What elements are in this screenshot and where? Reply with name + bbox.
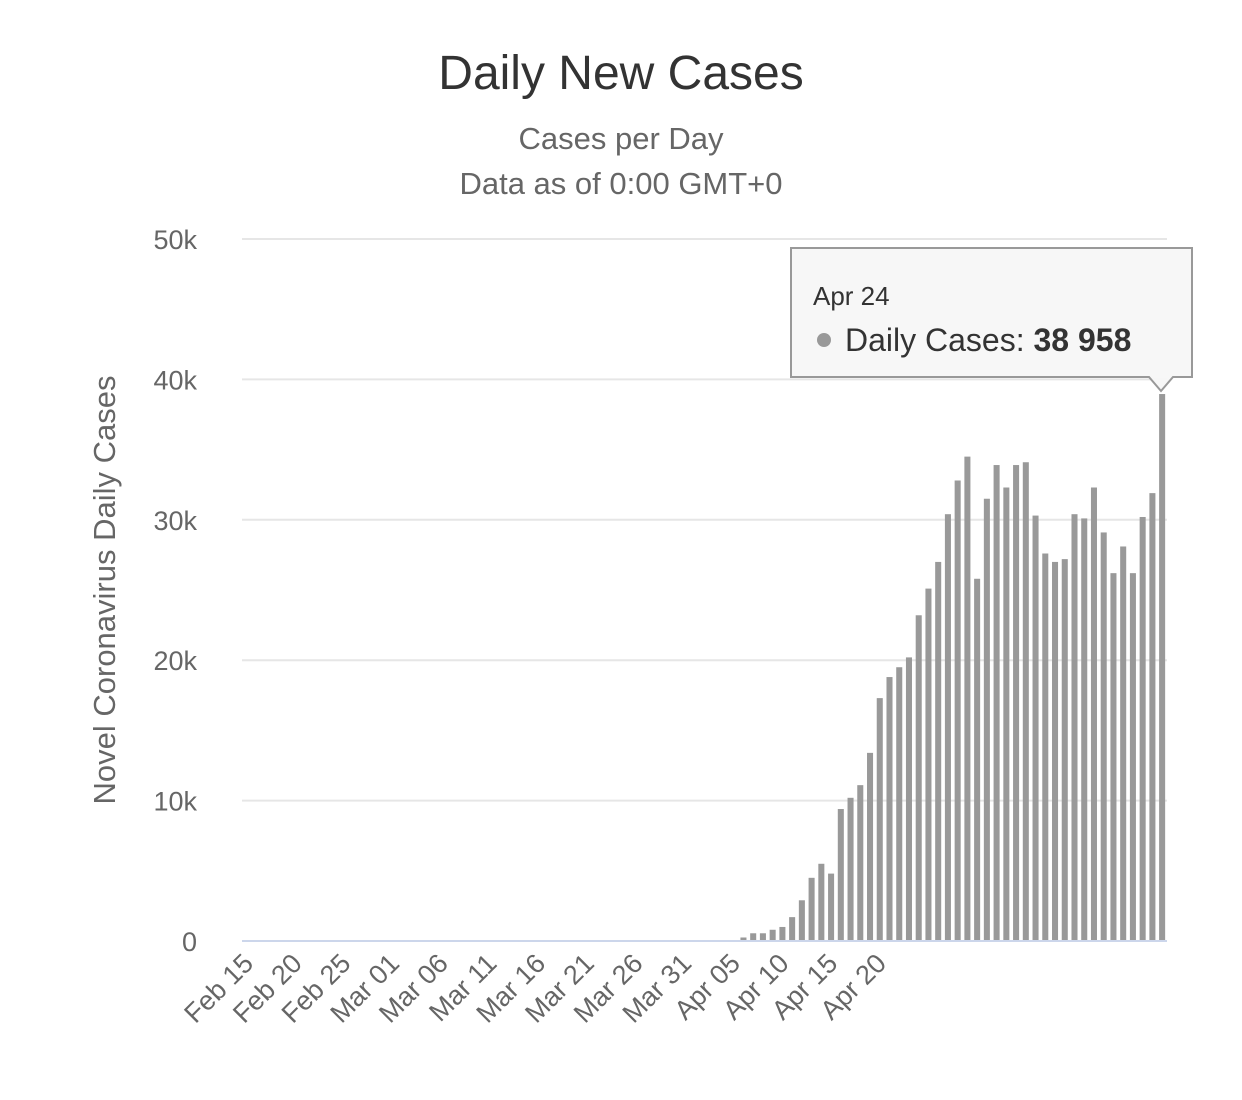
grid-layer <box>242 238 1167 802</box>
bar[interactable] <box>974 578 981 941</box>
bar[interactable] <box>886 677 893 941</box>
tooltip-date: Apr 24 <box>813 281 890 311</box>
bar[interactable] <box>828 873 835 941</box>
bar[interactable] <box>1052 561 1059 941</box>
chart-subtitle-line-1: Cases per Day <box>518 121 724 156</box>
bar[interactable] <box>1110 573 1117 941</box>
bar[interactable] <box>954 480 961 941</box>
chart-title: Daily New Cases <box>438 47 803 100</box>
bar[interactable] <box>1159 394 1166 942</box>
bar[interactable] <box>1100 532 1107 941</box>
y-axis-ticks: 0 10k 20k 30k 40k 50k <box>153 225 197 957</box>
tooltip-colon: : <box>1016 322 1034 358</box>
bar[interactable] <box>769 929 776 941</box>
tooltip-value: 38 958 <box>1034 322 1132 358</box>
y-axis-label: Novel Coronavirus Daily Cases <box>87 376 122 805</box>
bar[interactable] <box>798 900 805 941</box>
bar[interactable] <box>935 561 942 941</box>
bar[interactable] <box>896 667 903 941</box>
bar[interactable] <box>925 588 932 941</box>
tooltip-series-line: Daily Cases: 38 958 <box>845 322 1131 358</box>
bar[interactable] <box>1081 518 1088 941</box>
y-tick-label: 50k <box>153 225 197 255</box>
bar[interactable] <box>759 933 766 941</box>
bar[interactable] <box>1139 516 1146 941</box>
bar[interactable] <box>1042 553 1049 941</box>
bar[interactable] <box>1003 487 1010 941</box>
bar[interactable] <box>983 498 990 941</box>
bar[interactable] <box>944 514 951 941</box>
tooltip: Apr 24 Daily Cases: 38 958 <box>790 247 1193 393</box>
bar[interactable] <box>837 809 844 941</box>
bar-layer[interactable] <box>740 394 1166 942</box>
tooltip-series-dot <box>817 333 831 347</box>
bar[interactable] <box>867 752 874 941</box>
y-tick-label: 40k <box>153 365 197 395</box>
bar[interactable] <box>1032 515 1039 941</box>
bar[interactable] <box>847 797 854 941</box>
bar[interactable] <box>818 863 825 941</box>
bar[interactable] <box>1022 462 1029 941</box>
bar[interactable] <box>857 785 864 941</box>
bar[interactable] <box>905 657 912 941</box>
bar[interactable] <box>1120 546 1127 941</box>
bar[interactable] <box>876 698 883 941</box>
chart-subtitle-line-2: Data as of 0:00 GMT+0 <box>459 166 782 201</box>
bar[interactable] <box>779 926 786 941</box>
y-tick-label: 0 <box>182 927 197 957</box>
bar[interactable] <box>1129 573 1136 941</box>
bar[interactable] <box>915 615 922 941</box>
bar[interactable] <box>1071 514 1078 941</box>
y-tick-label: 30k <box>153 506 197 536</box>
bar[interactable] <box>1061 559 1068 941</box>
y-tick-label: 20k <box>153 646 197 676</box>
bar[interactable] <box>1090 487 1097 941</box>
bar[interactable] <box>808 877 815 941</box>
tooltip-box <box>790 247 1193 393</box>
bar[interactable] <box>750 933 757 941</box>
bar[interactable] <box>964 456 971 941</box>
bar[interactable] <box>1149 493 1156 941</box>
bar[interactable] <box>789 917 796 941</box>
bar[interactable] <box>740 937 747 941</box>
y-tick-label: 10k <box>153 787 197 817</box>
bar[interactable] <box>1013 465 1020 941</box>
tooltip-series-name: Daily Cases <box>845 322 1016 358</box>
bar[interactable] <box>993 465 1000 941</box>
